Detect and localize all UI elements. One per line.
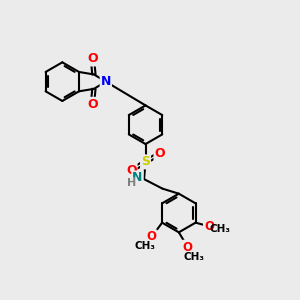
- Text: S: S: [141, 155, 150, 168]
- Text: O: O: [183, 241, 193, 254]
- Text: O: O: [126, 164, 136, 177]
- Text: O: O: [154, 147, 165, 160]
- Text: O: O: [87, 52, 98, 65]
- Text: CH₃: CH₃: [183, 252, 204, 262]
- Text: N: N: [100, 75, 111, 88]
- Text: O: O: [87, 98, 98, 111]
- Text: O: O: [204, 220, 214, 233]
- Text: N: N: [132, 171, 143, 184]
- Text: O: O: [147, 230, 157, 243]
- Text: CH₃: CH₃: [209, 224, 230, 234]
- Text: H: H: [127, 178, 136, 188]
- Text: CH₃: CH₃: [134, 241, 155, 251]
